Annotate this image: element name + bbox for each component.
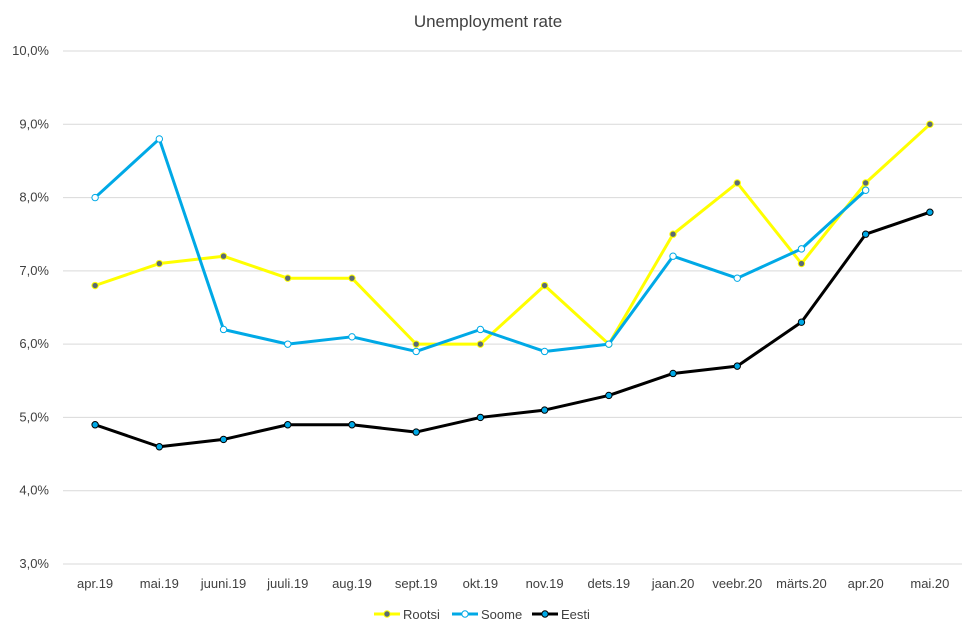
data-point [284,421,292,429]
data-point [926,208,934,216]
y-tick-label: 10,0% [12,43,49,58]
y-tick-label: 9,0% [19,116,49,131]
data-point [540,281,549,290]
data-point [733,274,741,282]
y-axis: 3,0% 4,0% 5,0% 6,0% 7,0% 8,0% 9,0% 10,0% [12,43,49,571]
x-tick-label: okt.19 [463,576,498,591]
series-eesti [91,208,934,451]
data-point [412,340,420,348]
legend-item-rootsi: Rootsi [374,607,440,622]
data-point [91,281,99,290]
data-point [348,333,356,341]
y-tick-label: 4,0% [19,483,49,498]
x-tick-label: mai.19 [140,576,179,591]
data-point [91,421,99,429]
data-point [219,252,228,260]
x-axis: apr.19 mai.19 juuni.19 juuli.19 aug.19 sept.1… [77,576,949,591]
x-tick-label: apr.20 [848,576,884,591]
legend-marker [383,610,391,618]
x-tick-label: juuni.19 [200,576,247,591]
data-point [861,186,870,194]
y-tick-label: 7,0% [19,263,49,278]
legend-label: Soome [481,607,522,622]
x-tick-label: nov.19 [526,576,564,591]
series-line [93,122,932,346]
series-rootsi [91,120,934,348]
data-point [669,252,677,260]
x-tick-label: märts.20 [776,576,827,591]
data-point [733,362,741,370]
data-point [605,340,613,348]
data-point [669,369,677,378]
data-point [412,428,420,436]
chart-title: Unemployment rate [414,12,562,31]
data-point [861,230,870,238]
data-point [861,179,870,187]
data-point [155,135,164,143]
data-point [219,435,228,444]
data-point [540,406,549,414]
data-point [219,325,228,334]
x-tick-label: juuli.19 [266,576,308,591]
x-tick-label: dets.19 [587,576,630,591]
data-point [797,259,806,268]
data-point [348,274,356,282]
data-point [284,340,292,348]
data-point [284,274,292,282]
data-point [476,413,485,422]
legend-label: Rootsi [403,607,440,622]
y-tick-label: 5,0% [19,409,49,424]
legend-item-soome: Soome [452,607,522,622]
data-point [733,179,741,187]
legend-label: Eesti [561,607,590,622]
series-soome [91,135,870,356]
data-point [605,391,613,400]
legend-item-eesti: Eesti [532,607,590,622]
data-point [155,443,164,451]
data-point [348,421,356,429]
data-point [476,340,485,348]
series-line [93,137,868,353]
gridlines [63,50,962,565]
y-tick-label: 3,0% [19,556,49,571]
data-point [797,245,806,253]
data-point [155,259,164,268]
x-tick-label: sept.19 [395,576,438,591]
legend-marker [461,610,469,618]
data-point [926,120,934,128]
x-tick-label: mai.20 [910,576,949,591]
data-point [540,347,549,356]
x-tick-label: jaan.20 [651,576,695,591]
x-tick-label: apr.19 [77,576,113,591]
data-point [412,347,420,356]
series-line [93,210,932,449]
legend-marker [541,610,549,618]
data-point [797,318,806,326]
y-tick-label: 8,0% [19,190,49,205]
x-tick-label: veebr.20 [712,576,762,591]
y-tick-label: 6,0% [19,336,49,351]
series-group [91,120,934,451]
data-point [476,325,485,334]
legend: Rootsi Soome Eesti [374,607,590,622]
data-point [91,193,99,202]
data-point [669,230,677,238]
x-tick-label: aug.19 [332,576,372,591]
